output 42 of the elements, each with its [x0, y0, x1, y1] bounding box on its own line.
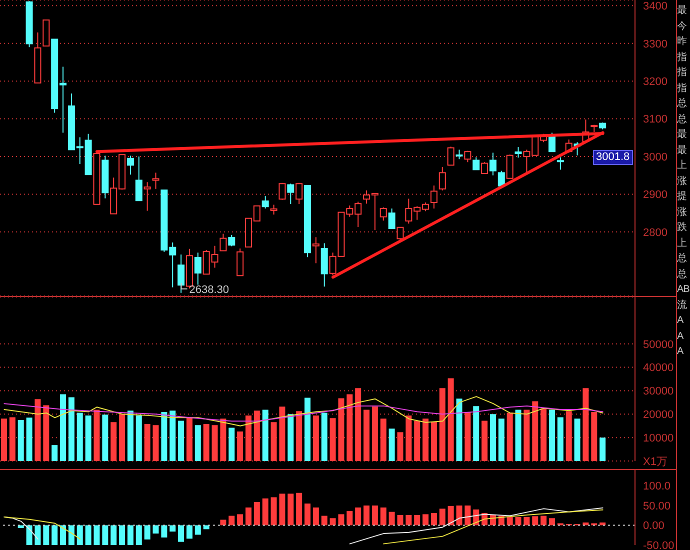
text: 涨 — [677, 174, 686, 188]
text: AB — [677, 283, 690, 296]
y-tick-label: 0.00 — [643, 520, 664, 532]
y-tick-label: -50.00 — [643, 540, 674, 550]
text: A — [677, 314, 684, 327]
text: 最 — [677, 128, 686, 141]
text: A — [677, 330, 684, 342]
text: 涨 — [677, 206, 686, 218]
y-tick-label: 2800 — [643, 226, 668, 239]
text: 跌 — [677, 221, 686, 234]
text: 指 — [677, 50, 686, 64]
y-tick-label: 30000 — [643, 386, 674, 398]
annotation: 3001.8 — [593, 150, 633, 165]
y-tick-label: 20000 — [643, 409, 674, 422]
text: 昨 — [677, 35, 686, 48]
text: 指 — [677, 66, 686, 79]
y-tick-label: 3200 — [643, 76, 668, 88]
text: 指 — [677, 82, 686, 94]
y-tick-label: 3100 — [643, 114, 668, 126]
text: 总 — [677, 112, 686, 126]
y-tick-label: 3400 — [643, 0, 668, 13]
text: 最 — [677, 4, 686, 17]
text: 上 — [677, 159, 686, 172]
text: 流 — [677, 298, 686, 312]
text: 总 — [677, 97, 686, 110]
y-tick-label: 50000 — [643, 338, 674, 351]
y-tick-label: 10000 — [643, 432, 674, 444]
text: 总 — [677, 268, 686, 280]
y-tick-label: 100.0 — [643, 480, 671, 493]
annotation: 2638.30 — [189, 284, 230, 296]
y-tick-label: 50.00 — [643, 500, 671, 512]
y-tick-label: 40000 — [643, 362, 674, 374]
y-tick-label: 3000 — [643, 151, 668, 164]
text: 总 — [677, 252, 686, 265]
y-tick-label: X1万 — [643, 456, 668, 468]
y-tick-label: 3300 — [643, 38, 668, 50]
y-tick-label: 2900 — [643, 189, 668, 202]
text: 今 — [677, 20, 686, 32]
text: A — [677, 345, 684, 358]
text: 上 — [677, 236, 686, 250]
text: 最 — [677, 144, 686, 156]
text: 提 — [677, 190, 686, 203]
